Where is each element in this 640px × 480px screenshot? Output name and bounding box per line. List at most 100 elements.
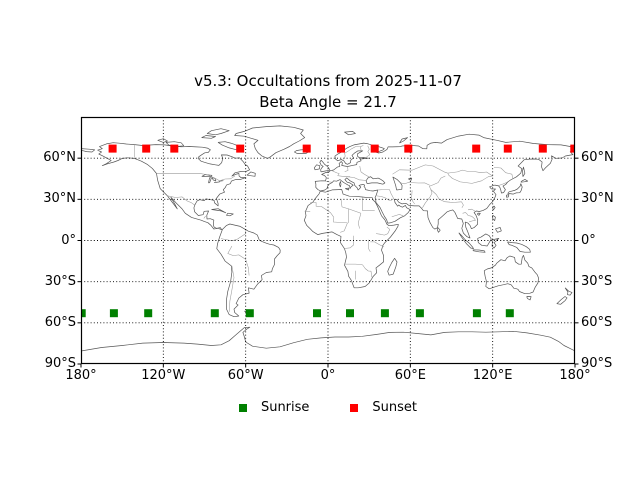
coastline [208, 177, 212, 184]
country-border [343, 145, 364, 160]
country-border [344, 235, 354, 249]
country-border [467, 208, 476, 212]
country-border [493, 167, 514, 179]
coastline [234, 125, 306, 159]
country-border [422, 189, 433, 208]
coastline [399, 137, 408, 144]
country-border [359, 165, 370, 178]
country-border [362, 264, 373, 278]
y-tick-label-left: 60°N [43, 150, 76, 166]
coastline [313, 164, 321, 171]
country-border [391, 214, 404, 218]
country-border [344, 263, 363, 266]
sunset-marker [142, 144, 151, 153]
coastline [345, 187, 350, 191]
map-layer [81, 117, 575, 364]
coastline [507, 241, 531, 253]
sunrise-swatch-icon [238, 403, 247, 412]
country-border [368, 239, 371, 252]
coastline [458, 232, 474, 250]
sunrise-marker [415, 309, 424, 318]
coastline [492, 205, 496, 211]
sunset-marker [108, 144, 117, 153]
sunset-marker [302, 144, 311, 153]
country-border [370, 241, 385, 248]
sunset-marker [538, 144, 547, 153]
figure-title-block: v5.3: Occultations from 2025-11-07 Beta … [81, 71, 575, 113]
axes-frame [80, 116, 576, 365]
y-tick-label-left: 90°S [44, 356, 76, 371]
coastline [314, 133, 575, 192]
sunset-marker [236, 144, 245, 153]
coastline [81, 148, 96, 153]
x-tick-label: 120°W [141, 368, 186, 383]
coastline [303, 189, 399, 289]
sunrise-marker [81, 309, 86, 318]
x-tick-label: 60°E [394, 368, 426, 383]
legend-item-sunset: Sunset [350, 400, 417, 415]
coastline [226, 212, 234, 217]
sunset-marker [503, 144, 512, 153]
sunrise-marker [313, 309, 321, 318]
coastline [246, 171, 256, 177]
sunrise-marker [346, 309, 354, 318]
country-border [376, 195, 392, 201]
sunset-marker [404, 144, 413, 153]
coastline [507, 183, 523, 195]
sunrise-marker [380, 309, 389, 318]
x-tick-label: 60°W [227, 368, 264, 383]
country-border [340, 222, 348, 233]
coastline [201, 135, 216, 139]
coastline [477, 233, 492, 247]
sunrise-marker [109, 309, 118, 318]
coastline [319, 159, 331, 173]
country-border [203, 215, 206, 219]
x-tick-label: 180° [65, 368, 97, 383]
coastline [392, 176, 403, 191]
sunrise-marker [245, 309, 254, 318]
y-tick-label-right: 30°S [581, 273, 613, 289]
country-border [220, 229, 246, 242]
coastline [211, 177, 217, 182]
x-tick-label: 120°E [472, 368, 513, 383]
country-border [357, 213, 362, 229]
country-border [411, 190, 415, 205]
sunset-marker [472, 144, 481, 153]
y-tick-label-right: 60°S [581, 314, 613, 330]
coastline [320, 151, 575, 239]
country-border [430, 189, 462, 203]
country-border [392, 164, 448, 175]
y-tick-label-left: 0° [61, 232, 76, 248]
coastline [520, 179, 529, 183]
country-border [228, 265, 235, 312]
sunrise-marker [144, 309, 153, 318]
y-tick-label-left: 30°S [44, 273, 76, 289]
country-border [331, 170, 340, 176]
country-border [340, 199, 361, 214]
coastline [365, 176, 386, 185]
country-border [333, 217, 348, 224]
sunset-marker [570, 144, 575, 153]
coastline [81, 326, 575, 352]
country-border [429, 175, 446, 190]
sunset-marker [337, 144, 345, 153]
coastline [495, 227, 502, 233]
coastline [206, 128, 230, 136]
country-border [498, 182, 508, 186]
sunrise-marker [210, 309, 219, 318]
country-border [167, 195, 195, 206]
coastline [157, 138, 168, 143]
sunset-marker [170, 144, 179, 153]
coastline [522, 166, 526, 177]
country-border [377, 189, 395, 200]
country-border [400, 182, 430, 186]
y-tick-label-right: 90°S [581, 356, 613, 371]
coastline [97, 142, 250, 231]
country-border [337, 175, 350, 177]
figure-subtitle: Beta Angle = 21.7 [259, 93, 397, 111]
coastline [564, 287, 573, 296]
country-border [360, 146, 362, 151]
country-border [375, 226, 391, 236]
coastline [344, 131, 356, 136]
coastline [506, 194, 510, 198]
